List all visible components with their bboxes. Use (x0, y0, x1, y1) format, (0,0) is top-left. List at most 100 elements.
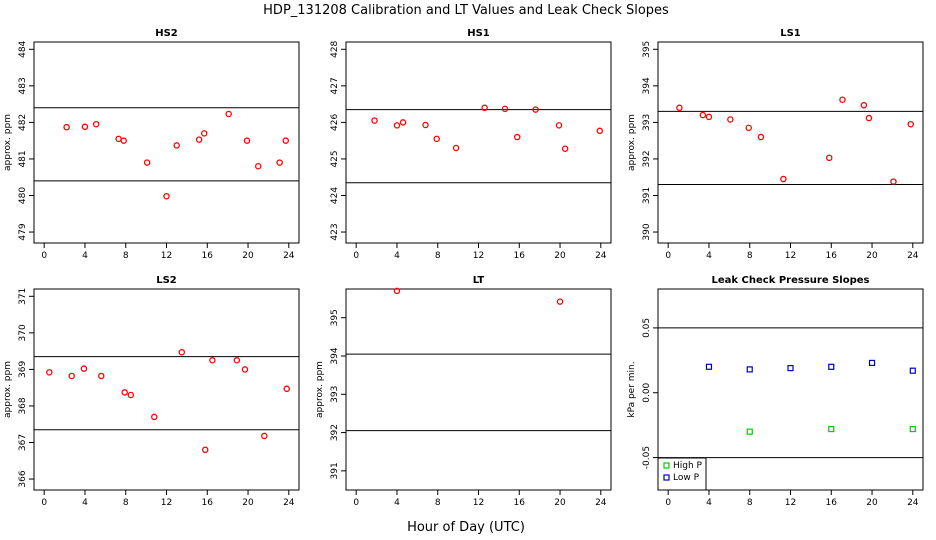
data-point (828, 425, 835, 433)
x-tick-label: 8 (123, 251, 129, 261)
data-point (705, 363, 713, 370)
data-point (163, 192, 170, 200)
x-tick-label: 0 (41, 498, 47, 508)
y-tick-label: 394 (642, 77, 652, 94)
panel-3: LS2 0 4 8 12 16 20 24 366 367 368 369 370 371 approx. … (3, 275, 300, 508)
data-point (371, 117, 378, 124)
y-tick-label: 392 (642, 150, 652, 167)
data-point (699, 111, 707, 119)
y-tick-label: 371 (18, 288, 28, 305)
panel-1: HS1 0 4 8 12 16 20 24 423 424 425 426 427 428 (330, 28, 612, 261)
y-tick-label: -0.05 (642, 446, 652, 469)
data-point (63, 123, 70, 131)
data-point (121, 389, 128, 396)
legend-marker (663, 462, 670, 469)
y-tick-label: 424 (330, 187, 340, 204)
x-axis-label: Hour of Day (UTC) (407, 520, 525, 535)
x-tick-label: 24 (595, 498, 607, 508)
data-point (120, 137, 127, 144)
data-point (676, 104, 683, 112)
data-point (241, 366, 249, 373)
y-tick-label: 391 (330, 462, 340, 479)
x-tick-label: 0 (665, 251, 671, 261)
data-point (68, 372, 75, 380)
plot-frame (345, 288, 612, 491)
data-point (746, 428, 753, 435)
y-tick-label: 393 (642, 114, 652, 131)
data-point (283, 385, 291, 393)
data-point (393, 287, 401, 295)
x-tick-label: 8 (435, 251, 441, 261)
legend-label: High P (673, 461, 703, 471)
panel-0: HS2 0 4 8 12 16 20 24 479 480 481 482 483 484 approx. … (3, 28, 300, 261)
data-point (81, 123, 89, 131)
legend-marker (663, 474, 670, 481)
panel-title: LS1 (780, 28, 801, 39)
data-point (276, 159, 283, 166)
y-tick-label: 481 (18, 150, 28, 167)
data-point (98, 372, 105, 380)
panel-2: LS1 0 4 8 12 16 20 24 390 391 392 393 394 395 approx. … (627, 28, 924, 261)
plot-frame (33, 41, 300, 244)
data-point (907, 120, 915, 128)
data-point (46, 369, 53, 376)
data-point (860, 101, 868, 109)
x-tick-label: 0 (353, 251, 359, 261)
y-tick-label: 479 (18, 223, 28, 240)
panel-title: Leak Check Pressure Slopes (712, 275, 870, 286)
data-point (596, 127, 604, 135)
y-axis-label: approx. ppm (3, 114, 13, 171)
data-point (254, 163, 262, 170)
data-point (868, 359, 876, 367)
data-point (909, 367, 916, 374)
y-tick-label: 369 (18, 361, 28, 378)
x-tick-label: 20 (242, 251, 254, 261)
y-tick-label: 423 (330, 223, 340, 240)
x-tick-label: 20 (866, 498, 878, 508)
panel-title: HS2 (155, 28, 178, 39)
data-point (209, 357, 216, 364)
data-point (705, 113, 713, 121)
x-tick-label: 20 (242, 498, 254, 508)
panel-title: LS2 (156, 275, 177, 286)
x-tick-label: 0 (41, 251, 47, 261)
y-tick-label: 0.05 (642, 318, 652, 338)
y-tick-label: 426 (330, 114, 340, 131)
x-tick-label: 20 (866, 251, 878, 261)
data-point (532, 106, 539, 113)
data-point (422, 121, 429, 129)
y-tick-label: 427 (330, 77, 340, 94)
y-tick-label: 428 (330, 40, 340, 57)
y-tick-label: 391 (642, 187, 652, 204)
data-point (839, 96, 846, 103)
panel-5: Leak Check Pressure Slopes 0 4 8 12 16 20 24 -0.… (627, 275, 924, 508)
data-point (233, 357, 241, 364)
data-point (787, 365, 794, 372)
y-tick-label: 393 (330, 386, 340, 403)
data-point (865, 114, 873, 122)
x-tick-label: 24 (595, 251, 607, 261)
data-point (151, 413, 158, 421)
plot-frame (345, 41, 612, 244)
y-tick-label: 394 (330, 347, 340, 364)
data-point (780, 175, 787, 183)
data-point (178, 348, 186, 356)
data-point (555, 122, 563, 129)
data-point (243, 137, 251, 144)
plot-frame (33, 288, 300, 491)
data-point (195, 136, 203, 143)
y-tick-label: 370 (18, 324, 28, 341)
data-point (433, 135, 440, 143)
x-tick-label: 4 (394, 498, 400, 508)
y-axis-label: approx. ppm (3, 361, 13, 418)
x-tick-label: 16 (826, 498, 838, 508)
x-tick-label: 16 (202, 251, 214, 261)
data-point (92, 120, 100, 128)
data-point (80, 365, 88, 372)
y-tick-label: 483 (18, 77, 28, 94)
data-point (501, 105, 509, 113)
x-tick-label: 12 (161, 251, 172, 261)
data-point (282, 137, 289, 144)
data-point (746, 366, 753, 373)
